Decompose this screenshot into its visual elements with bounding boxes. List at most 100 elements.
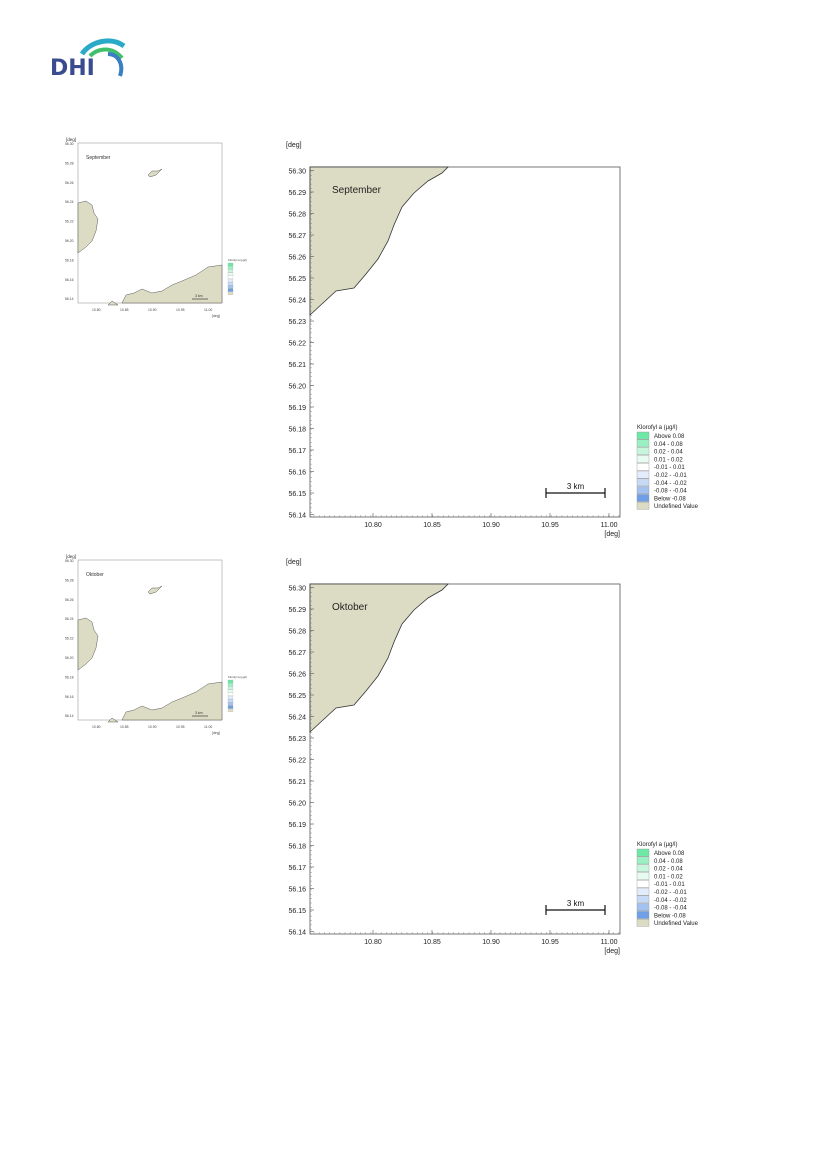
overview-x-tick: 10.90 — [148, 308, 157, 312]
overview-legend-title: Klorofyl a (µg/l) — [228, 258, 247, 262]
y-tick-label: 56.15 — [288, 491, 306, 498]
legend-label: -0.08 - -0.04 — [654, 906, 687, 912]
overview-x-tick: 10.95 — [176, 725, 185, 729]
overview-legend-swatch — [227, 689, 234, 693]
overview-legend-swatch — [227, 266, 234, 270]
legend-label: Above 0.08 — [654, 851, 685, 857]
y-tick-label: 56.28 — [288, 212, 306, 219]
overview-map: [deg] Oktober 3 km 56.30 56.28 56.26 56.24 56.2… — [65, 554, 247, 735]
legend-label: Undefined Value — [654, 921, 699, 927]
overview-y-tick: 56.26 — [65, 181, 74, 185]
y-tick-label: 56.17 — [288, 448, 306, 455]
y-tick-label: 56.14 — [288, 930, 306, 937]
dhi-logo-waves-icon — [79, 38, 126, 77]
y-tick-label: 56.24 — [288, 715, 306, 722]
y-tick-label: 56.22 — [288, 341, 306, 348]
overview-island — [147, 168, 163, 178]
overview-legend-swatch — [227, 695, 234, 700]
overview-x-unit: [deg] — [212, 731, 220, 735]
y-tick-label: 56.24 — [288, 298, 306, 305]
overview-x-tick: 10.85 — [120, 308, 129, 312]
y-tick-label: 56.20 — [288, 384, 306, 391]
legend-label: 0.01 - 0.02 — [654, 874, 683, 880]
overview-y-tick: 56.28 — [65, 578, 74, 582]
overview-legend-swatch — [227, 262, 234, 267]
y-tick-label: 56.17 — [288, 865, 306, 872]
y-tick-label: 56.15 — [288, 908, 306, 915]
overview-x-tick: 10.85 — [120, 725, 129, 729]
x-tick-label: 10.95 — [541, 939, 559, 946]
legend-label: -0.04 - -0.02 — [654, 481, 687, 487]
legend-swatch — [636, 478, 650, 487]
overview-islet — [107, 717, 119, 723]
overview-axis-unit: [deg] — [66, 137, 76, 142]
overview-legend-swatch — [227, 679, 234, 684]
overview-legend-swatch — [227, 288, 234, 292]
overview-legend-swatch — [227, 705, 234, 709]
month-label: Oktober — [332, 602, 368, 613]
legend-label: 0.01 - 0.02 — [654, 457, 683, 463]
overview-x-tick: 10.90 — [148, 725, 157, 729]
overview-land-west — [77, 617, 99, 671]
legend-title: Klorofyl a (µg/l) — [637, 425, 677, 431]
x-axis-unit: [deg] — [604, 948, 620, 955]
y-tick-label: 56.30 — [288, 586, 306, 593]
y-tick-label: 56.18 — [288, 427, 306, 434]
overview-legend-swatch — [227, 282, 234, 286]
legend-swatch — [636, 470, 650, 479]
overview-y-tick: 56.16 — [65, 695, 74, 699]
overview-scale-label: 3 km — [195, 711, 203, 715]
legend-swatch — [636, 502, 650, 510]
legend-label: -0.01 - 0.01 — [654, 882, 685, 888]
overview-land-south — [121, 264, 223, 304]
overview-map: [deg] September 3 km 56.30 56.28 56.26 56.24 56… — [65, 137, 247, 318]
overview-land-west — [77, 200, 99, 254]
legend-swatch — [636, 447, 650, 456]
y-tick-label: 56.18 — [288, 844, 306, 851]
dhi-logo-text: DHI — [50, 56, 95, 81]
overview-y-tick: 56.18 — [65, 258, 74, 262]
overview-y-tick: 56.16 — [65, 278, 74, 282]
overview-y-tick: 56.24 — [65, 200, 74, 204]
legend-swatch — [636, 848, 650, 857]
y-tick-label: 56.26 — [288, 672, 306, 679]
land-area — [309, 166, 449, 316]
legend-label: Above 0.08 — [654, 434, 685, 440]
y-tick-label: 56.23 — [288, 736, 306, 743]
legend-label: 0.04 - 0.08 — [654, 859, 683, 865]
y-tick-label: 56.22 — [288, 758, 306, 765]
legend-title: Klorofyl a (µg/l) — [637, 842, 677, 848]
legend-swatch — [636, 911, 650, 919]
y-tick-label: 56.30 — [288, 169, 306, 176]
legend-swatch — [636, 439, 650, 448]
y-tick-label: 56.19 — [288, 822, 306, 829]
overview-scale-label: 3 km — [195, 294, 203, 298]
y-tick-label: 56.25 — [288, 276, 306, 283]
y-tick-label: 56.23 — [288, 319, 306, 326]
overview-axis-unit: [deg] — [66, 554, 76, 559]
x-tick-label: 10.80 — [364, 522, 382, 529]
x-tick-label: 10.90 — [482, 939, 500, 946]
overview-island — [147, 585, 163, 595]
overview-legend-swatch — [227, 278, 234, 283]
overview-x-tick: 10.80 — [92, 725, 101, 729]
overview-legend-swatch — [227, 699, 234, 703]
legend-swatch — [636, 903, 650, 912]
overview-islet — [107, 300, 119, 306]
y-tick-label: 56.25 — [288, 693, 306, 700]
overview-y-tick: 56.18 — [65, 675, 74, 679]
y-tick-label: 56.21 — [288, 779, 306, 786]
x-tick-label: 11.00 — [601, 522, 618, 529]
overview-y-tick: 56.14 — [65, 714, 74, 718]
legend-swatch — [636, 880, 650, 888]
y-tick-label: 56.20 — [288, 801, 306, 808]
scale-bar-label: 3 km — [567, 899, 585, 908]
y-tick-label: 56.27 — [288, 650, 306, 657]
overview-x-tick: 11.00 — [204, 308, 212, 312]
legend-swatch — [636, 494, 650, 502]
overview-month-label: September — [86, 155, 111, 161]
overview-legend-swatch — [227, 285, 234, 289]
x-tick-label: 10.85 — [423, 939, 441, 946]
overview-legend-title: Klorofyl a (µg/l) — [228, 675, 247, 679]
legend-label: -0.08 - -0.04 — [654, 489, 687, 495]
